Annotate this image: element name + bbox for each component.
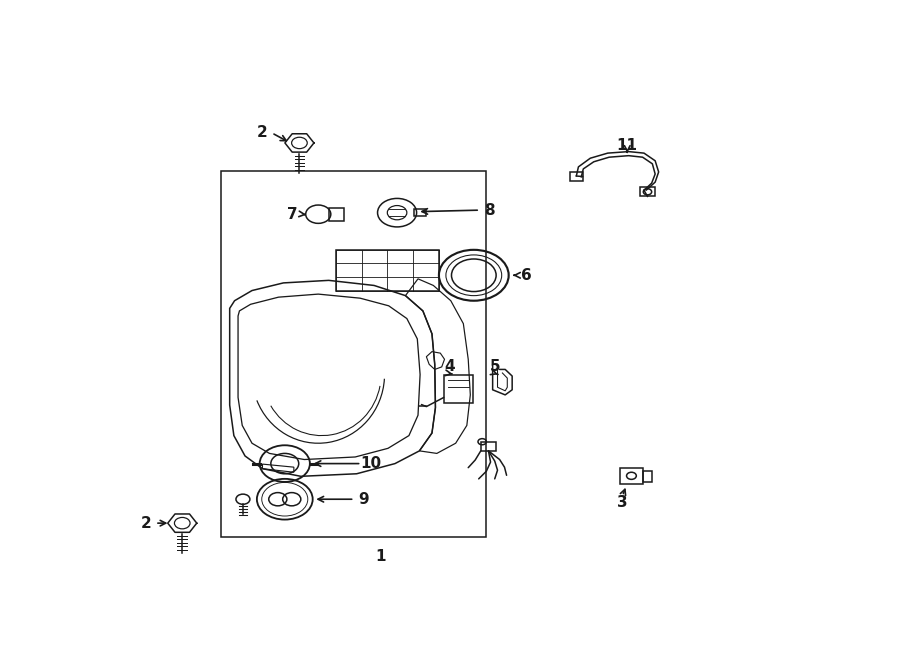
Bar <box>220 171 486 537</box>
Text: 5: 5 <box>491 360 500 374</box>
Bar <box>328 208 344 221</box>
Bar <box>481 442 496 451</box>
Bar <box>570 172 582 181</box>
Text: 7: 7 <box>287 207 298 221</box>
Text: 10: 10 <box>360 456 381 471</box>
Bar <box>620 468 643 484</box>
Text: 6: 6 <box>521 268 532 283</box>
Text: 2: 2 <box>140 516 151 531</box>
Bar <box>414 209 427 217</box>
Text: 9: 9 <box>358 492 369 507</box>
Text: 1: 1 <box>376 549 386 564</box>
Bar <box>336 250 439 291</box>
Text: 11: 11 <box>616 138 638 153</box>
Text: 4: 4 <box>444 360 454 374</box>
Bar <box>643 471 652 482</box>
Text: 2: 2 <box>257 126 268 140</box>
Bar <box>444 375 473 403</box>
Text: 3: 3 <box>617 495 627 510</box>
Bar <box>640 187 655 196</box>
Text: 8: 8 <box>484 203 494 217</box>
